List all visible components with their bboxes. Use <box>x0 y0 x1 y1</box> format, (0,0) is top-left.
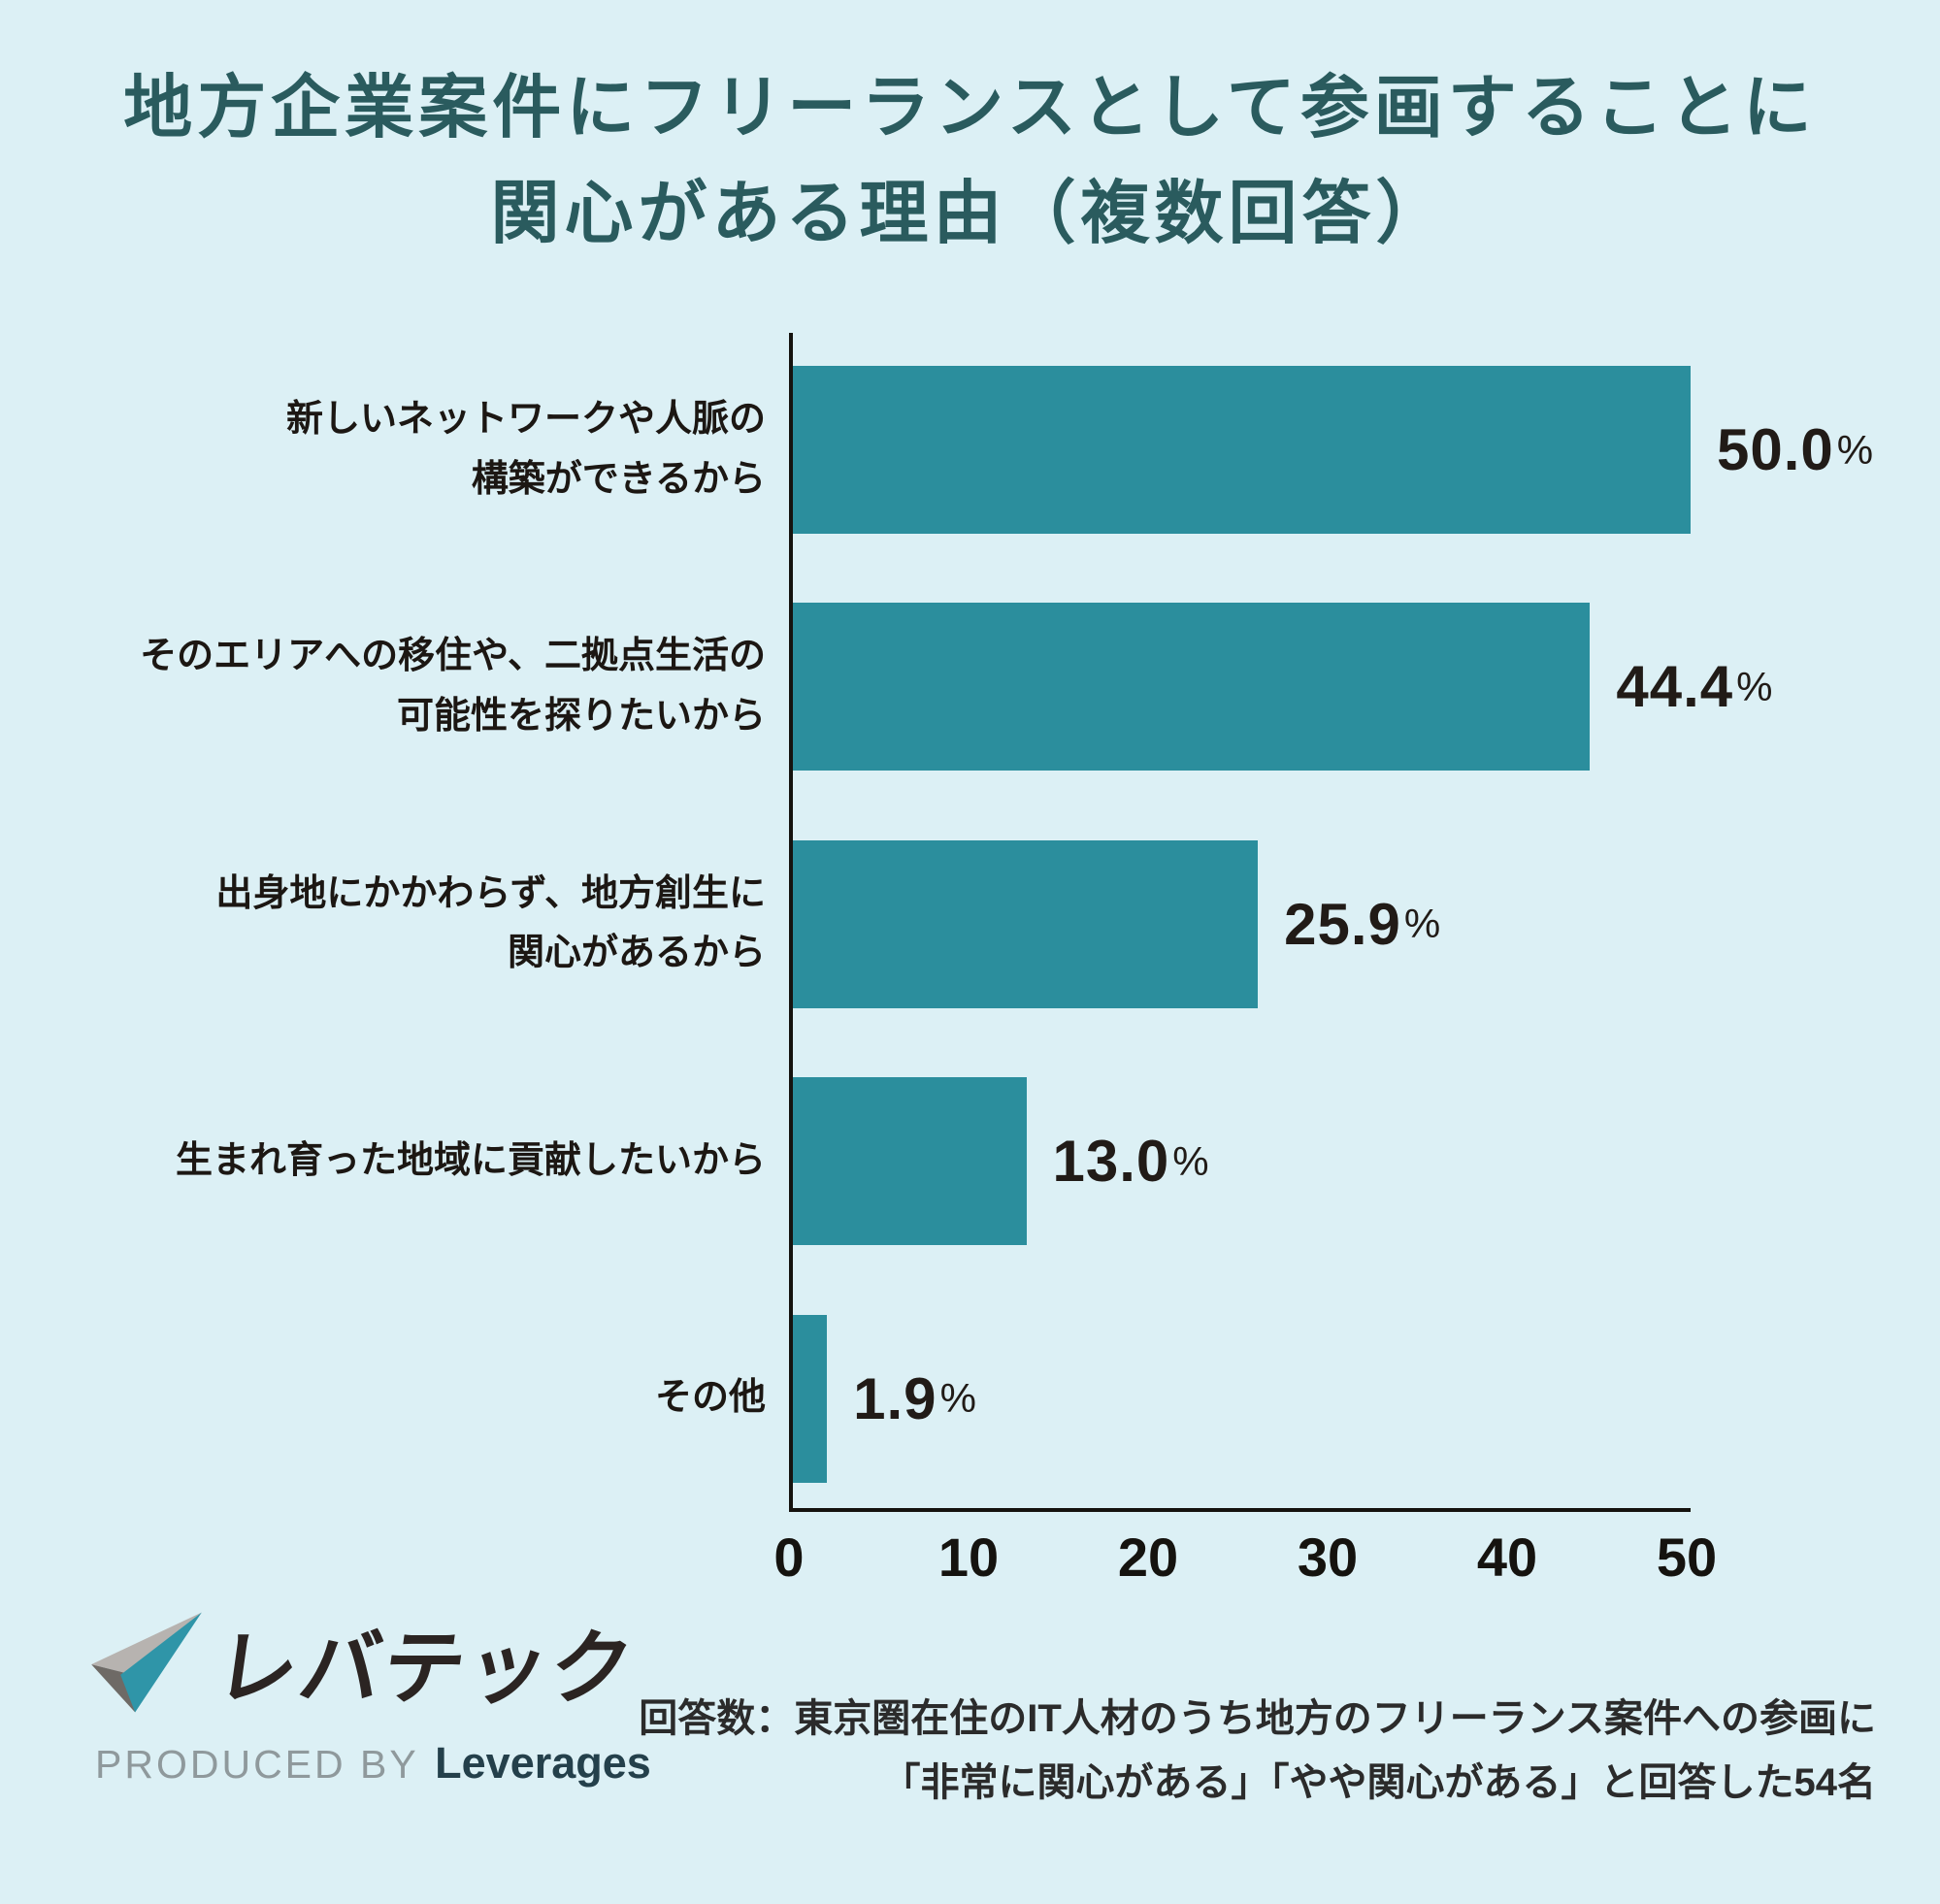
category-labels: 新しいネットワークや人脈の 構築ができるからそのエリアへの移住や、二拠点生活の 可能… <box>0 333 766 1508</box>
x-axis-tick: 30 <box>1297 1526 1359 1588</box>
value-label: 25.9% <box>1284 891 1441 957</box>
value-label: 13.0% <box>1052 1129 1209 1195</box>
chart-title-line1: 地方企業案件にフリーランスとして参画することに <box>123 70 1817 147</box>
x-axis-tick: 40 <box>1476 1526 1538 1588</box>
levtech-logo-icon <box>91 1612 202 1712</box>
levtech-wordmark: レバテック <box>210 1623 641 1714</box>
chart-title: 地方企業案件にフリーランスとして参画することに 関心がある理由（複数回答） <box>0 56 1940 267</box>
plot-area: 50.0% 44.4% 25.9% 13.0% 1.9% <box>789 333 1873 1512</box>
survey-note-line1: 回答数：東京圏在住のIT人材のうち地方のフリーランス案件への参画に <box>639 1697 1876 1740</box>
value-label: 50.0% <box>1717 417 1874 482</box>
category-label: 新しいネットワークや人脈の 構築ができるから <box>285 398 766 500</box>
x-axis-tick: 20 <box>1117 1526 1179 1588</box>
bar-segment <box>793 1077 1027 1246</box>
value-label: 1.9% <box>853 1365 976 1431</box>
survey-note-line2: 「非常に関心がある」「やや関心がある」と回答した54名 <box>881 1761 1877 1804</box>
x-axis: 0 10 20 30 40 50 <box>0 1526 1940 1593</box>
category-label: その他 <box>654 1377 766 1419</box>
category-label: 生まれ育った地域に貢献したいから <box>175 1139 766 1181</box>
category-label: 出身地にかかわらず、地方創生に 関心があるから <box>215 872 766 974</box>
bar-segment <box>793 603 1591 771</box>
brand-logo: レバテック PRODUCED BY Leverages <box>89 1603 651 1789</box>
chart-title-line2: 関心がある理由（複数回答） <box>490 175 1450 252</box>
bar-segment <box>793 839 1259 1008</box>
leverages-label: Leverages <box>435 1738 651 1788</box>
value-label: 44.4% <box>1616 654 1773 720</box>
bar-segment <box>793 1314 828 1483</box>
survey-note: 回答数：東京圏在住のIT人材のうち地方のフリーランス案件への参画に 「非常に関心… <box>639 1687 1876 1815</box>
bar-segment <box>793 366 1691 534</box>
x-axis-tick: 0 <box>773 1526 805 1588</box>
x-axis-tick: 10 <box>937 1526 1000 1588</box>
x-axis-tick: 50 <box>1656 1526 1718 1588</box>
produced-by-label: PRODUCED BY <box>95 1742 419 1787</box>
category-label: そのエリアへの移住や、二拠点生活の 可能性を探りたいから <box>140 636 766 737</box>
